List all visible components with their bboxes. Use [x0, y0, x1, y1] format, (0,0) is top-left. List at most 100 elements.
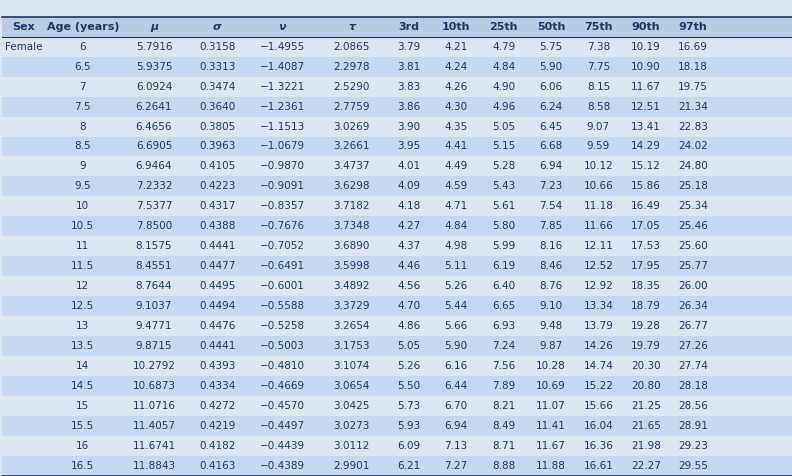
Text: 3.4737: 3.4737 [333, 161, 370, 171]
Text: 25.34: 25.34 [678, 201, 708, 211]
Text: 11.0716: 11.0716 [132, 401, 176, 411]
Text: ν: ν [279, 21, 286, 31]
Text: 12.11: 12.11 [584, 241, 613, 251]
Text: 4.90: 4.90 [492, 81, 515, 91]
Bar [2, 356, 792, 376]
Text: 25.77: 25.77 [678, 261, 708, 271]
Text: 6.65: 6.65 [492, 301, 516, 311]
Text: 13: 13 [76, 321, 89, 331]
Bar [2, 257, 792, 277]
Text: 5.26: 5.26 [444, 281, 468, 291]
Text: 3.5998: 3.5998 [333, 261, 370, 271]
Text: 3.95: 3.95 [397, 141, 421, 151]
Text: −0.7676: −0.7676 [260, 221, 305, 231]
Text: 3.79: 3.79 [397, 41, 421, 51]
Text: 0.4388: 0.4388 [199, 221, 235, 231]
Text: 0.4334: 0.4334 [199, 381, 235, 391]
Bar [2, 157, 792, 177]
Bar [2, 316, 792, 336]
Text: 4.84: 4.84 [444, 221, 468, 231]
Text: 4.96: 4.96 [492, 101, 516, 111]
Text: 5.99: 5.99 [492, 241, 516, 251]
Text: 10.12: 10.12 [584, 161, 613, 171]
Text: 4.35: 4.35 [444, 121, 468, 131]
Text: 4.79: 4.79 [492, 41, 516, 51]
Text: 0.4441: 0.4441 [199, 241, 235, 251]
Text: 8.76: 8.76 [539, 281, 562, 291]
Text: 8.71: 8.71 [492, 441, 516, 451]
Text: −0.7052: −0.7052 [260, 241, 305, 251]
Text: 7.23: 7.23 [539, 181, 562, 191]
Text: 8.1575: 8.1575 [135, 241, 172, 251]
Text: 6.0924: 6.0924 [135, 81, 172, 91]
Text: −0.4570: −0.4570 [260, 401, 305, 411]
Text: 5.90: 5.90 [539, 61, 562, 71]
Text: 11.66: 11.66 [584, 221, 613, 231]
Text: 8.58: 8.58 [587, 101, 610, 111]
Text: 0.4495: 0.4495 [199, 281, 235, 291]
Text: 6.19: 6.19 [492, 261, 516, 271]
Text: 6.70: 6.70 [444, 401, 468, 411]
Text: 29.23: 29.23 [678, 441, 708, 451]
Text: 27.74: 27.74 [678, 361, 708, 371]
Text: −0.4669: −0.4669 [260, 381, 305, 391]
Text: 7.2332: 7.2332 [135, 181, 172, 191]
Text: 0.3805: 0.3805 [199, 121, 235, 131]
Text: 3.1074: 3.1074 [333, 361, 370, 371]
Text: 10.69: 10.69 [536, 381, 566, 391]
Text: 7.38: 7.38 [587, 41, 610, 51]
Text: 16.04: 16.04 [584, 421, 613, 431]
Text: 97th: 97th [679, 21, 707, 31]
Text: 13.79: 13.79 [584, 321, 613, 331]
Text: −0.8357: −0.8357 [260, 201, 305, 211]
Text: 5.80: 5.80 [492, 221, 515, 231]
Text: 10.28: 10.28 [536, 361, 566, 371]
Text: 11.4057: 11.4057 [132, 421, 176, 431]
Text: 16.49: 16.49 [631, 201, 661, 211]
Text: 10.5: 10.5 [71, 221, 94, 231]
Text: 3.83: 3.83 [397, 81, 421, 91]
Text: 8.21: 8.21 [492, 401, 516, 411]
Text: 29.55: 29.55 [678, 461, 708, 471]
Text: 7.27: 7.27 [444, 461, 468, 471]
Text: −0.4497: −0.4497 [260, 421, 305, 431]
Text: 14.74: 14.74 [584, 361, 613, 371]
Bar [2, 197, 792, 217]
Text: 0.4317: 0.4317 [199, 201, 235, 211]
Text: 7.24: 7.24 [492, 341, 516, 351]
Text: 16.36: 16.36 [584, 441, 613, 451]
Bar [2, 237, 792, 257]
Text: 9.87: 9.87 [539, 341, 562, 351]
Text: 14: 14 [76, 361, 89, 371]
Text: 13.5: 13.5 [71, 341, 94, 351]
Text: 7.89: 7.89 [492, 381, 516, 391]
Text: 50th: 50th [537, 21, 565, 31]
Text: 0.4477: 0.4477 [199, 261, 235, 271]
Text: 8.49: 8.49 [492, 421, 516, 431]
Text: 6.24: 6.24 [539, 101, 562, 111]
Text: 10.66: 10.66 [584, 181, 613, 191]
Bar [2, 117, 792, 137]
Text: 28.56: 28.56 [678, 401, 708, 411]
Text: −0.5258: −0.5258 [260, 321, 305, 331]
Text: 5.93: 5.93 [397, 421, 421, 431]
Text: 11.8843: 11.8843 [132, 461, 176, 471]
Text: 4.84: 4.84 [492, 61, 516, 71]
Text: 19.75: 19.75 [678, 81, 708, 91]
Text: 15: 15 [76, 401, 89, 411]
Text: 4.26: 4.26 [444, 81, 468, 91]
Text: 25.60: 25.60 [679, 241, 708, 251]
Text: 12.52: 12.52 [584, 261, 613, 271]
Text: 4.30: 4.30 [444, 101, 468, 111]
Text: σ: σ [213, 21, 222, 31]
Text: 7.8500: 7.8500 [136, 221, 172, 231]
Text: 9.1037: 9.1037 [135, 301, 172, 311]
Text: 0.3963: 0.3963 [199, 141, 235, 151]
Text: 5.11: 5.11 [444, 261, 468, 271]
Bar [2, 456, 792, 476]
Text: 19.79: 19.79 [631, 341, 661, 351]
Text: 90th: 90th [631, 21, 661, 31]
Text: −1.4087: −1.4087 [260, 61, 305, 71]
Text: 12.51: 12.51 [631, 101, 661, 111]
Text: −0.4389: −0.4389 [260, 461, 305, 471]
